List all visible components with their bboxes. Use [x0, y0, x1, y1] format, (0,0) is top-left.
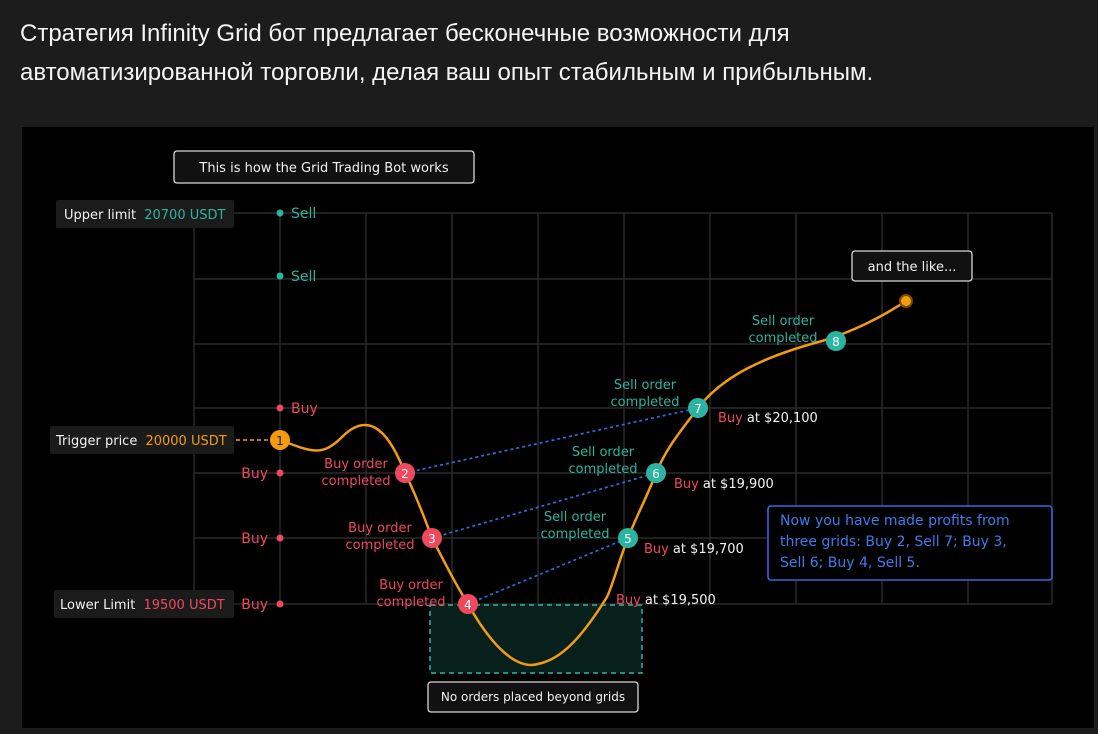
trigger-price-box: Trigger price 20000 USDT [50, 426, 234, 454]
buy-dot-1 [276, 469, 284, 477]
sell-dot-2 [276, 272, 284, 280]
svg-text:Buy order: Buy order [324, 457, 388, 472]
diagram-title: This is how the Grid Trading Bot works [198, 161, 448, 176]
buy-order-label-3: Buy order completed [346, 521, 415, 553]
heading-line-1: Стратегия Infinity Grid бот предлагает б… [20, 20, 790, 47]
trigger-price-value: 20000 USDT [145, 434, 226, 449]
price-curve [279, 299, 907, 667]
marker-6: 6 [646, 463, 666, 483]
svg-text:6: 6 [652, 467, 660, 481]
profit-connections [404, 407, 699, 605]
article-heading: Стратегия Infinity Grid бот предлагает б… [20, 14, 1080, 92]
sell-order-label-5: Sell order completed [541, 510, 610, 542]
svg-text:2: 2 [401, 467, 409, 481]
buy-dot-lower [276, 600, 284, 608]
svg-text:8: 8 [832, 335, 840, 349]
svg-text:completed: completed [322, 474, 391, 489]
buy-order-label-2: Buy order completed [322, 457, 391, 489]
svg-text:Lower Limit 19500 USDT: Lower Limit 19500 USDT [60, 598, 225, 613]
svg-text:7: 7 [694, 402, 702, 416]
svg-text:5: 5 [624, 532, 632, 546]
marker-3: 3 [422, 528, 442, 548]
marker-8: 8 [826, 331, 846, 351]
trigger-price-label: Trigger price [55, 434, 137, 449]
svg-text:Sell order: Sell order [544, 510, 607, 525]
svg-text:4: 4 [464, 598, 472, 612]
sell-dot-top [276, 209, 284, 217]
buy-order-label-4: Buy order completed [377, 578, 446, 610]
grid-bot-diagram: This is how the Grid Trading Bot works U… [22, 127, 1094, 728]
marker-7: 7 [688, 398, 708, 418]
profit-note-line-1: Now you have made profits from [780, 513, 1010, 529]
upper-limit-label: Upper limit [64, 208, 136, 223]
svg-text:completed: completed [346, 538, 415, 553]
svg-text:Sell order: Sell order [572, 445, 635, 460]
buy-dot-2 [276, 534, 284, 542]
heading-line-2: автоматизированной торговли, делая ваш о… [20, 59, 874, 86]
svg-text:completed: completed [749, 331, 818, 346]
upper-limit-value: 20700 USDT [144, 208, 225, 223]
marker-2: 2 [395, 463, 415, 483]
marker-1: 1 [270, 430, 290, 450]
sell-order-label-6: Sell order completed [569, 445, 638, 477]
buy-price-6: Buy at $19,900 [674, 477, 774, 492]
buy-label-1: Buy [241, 466, 268, 482]
svg-text:Buy order: Buy order [348, 521, 412, 536]
buy-price-7: Buy at $20,100 [718, 411, 818, 426]
buy-dot-upper [276, 404, 284, 412]
diagram-title-box: This is how the Grid Trading Bot works [173, 150, 475, 184]
sell-label-2: Sell [291, 269, 316, 285]
svg-text:completed: completed [541, 527, 610, 542]
upper-limit-box: Upper limit 20700 USDT [56, 200, 234, 228]
sell-order-label-8: Sell order completed [749, 314, 818, 346]
buy-price-5: Buy at $19,700 [644, 542, 744, 557]
no-orders-zone [429, 604, 643, 674]
buy-label-lower: Buy [241, 597, 268, 613]
svg-text:Trigger price 20000 USDT: Trigger price 20000 USDT [55, 434, 227, 449]
lower-limit-label: Lower Limit [60, 598, 135, 613]
and-the-like-box: and the like... [851, 250, 973, 282]
sell-label-top: Sell [291, 206, 316, 222]
svg-text:completed: completed [377, 595, 446, 610]
svg-text:3: 3 [428, 532, 436, 546]
svg-text:Sell order: Sell order [752, 314, 815, 329]
svg-text:No orders placed beyond grids: No orders placed beyond grids [441, 690, 625, 704]
profit-note-line-2: three grids: Buy 2, Sell 7; Buy 3, [780, 534, 1007, 550]
svg-text:Upper limit 20700 USDT: Upper limit 20700 USDT [64, 208, 225, 223]
no-orders-box: No orders placed beyond grids [427, 681, 639, 713]
svg-text:completed: completed [611, 395, 680, 410]
svg-text:1: 1 [276, 434, 284, 448]
svg-text:and the like...: and the like... [868, 260, 957, 275]
marker-4: 4 [458, 594, 478, 614]
lower-limit-value: 19500 USDT [143, 598, 224, 613]
grid-levels: Sell Sell Buy Buy Buy Buy [241, 206, 318, 613]
curve-end-dot [899, 294, 913, 308]
buy-label-upper: Buy [291, 401, 318, 417]
svg-text:Buy order: Buy order [379, 578, 443, 593]
lower-limit-box: Lower Limit 19500 USDT [54, 590, 234, 618]
buy-label-2: Buy [241, 531, 268, 547]
marker-5: 5 [618, 528, 638, 548]
svg-text:completed: completed [569, 462, 638, 477]
svg-text:Sell order: Sell order [614, 378, 677, 393]
profit-note-line-3: Sell 6; Buy 4, Sell 5. [780, 555, 920, 571]
diagram-svg: This is how the Grid Trading Bot works U… [50, 150, 1053, 713]
profit-note-box: Now you have made profits from three gri… [767, 505, 1053, 581]
sell-order-label-7: Sell order completed [611, 378, 680, 410]
buy-price-4: Buy at $19,500 [616, 593, 716, 608]
